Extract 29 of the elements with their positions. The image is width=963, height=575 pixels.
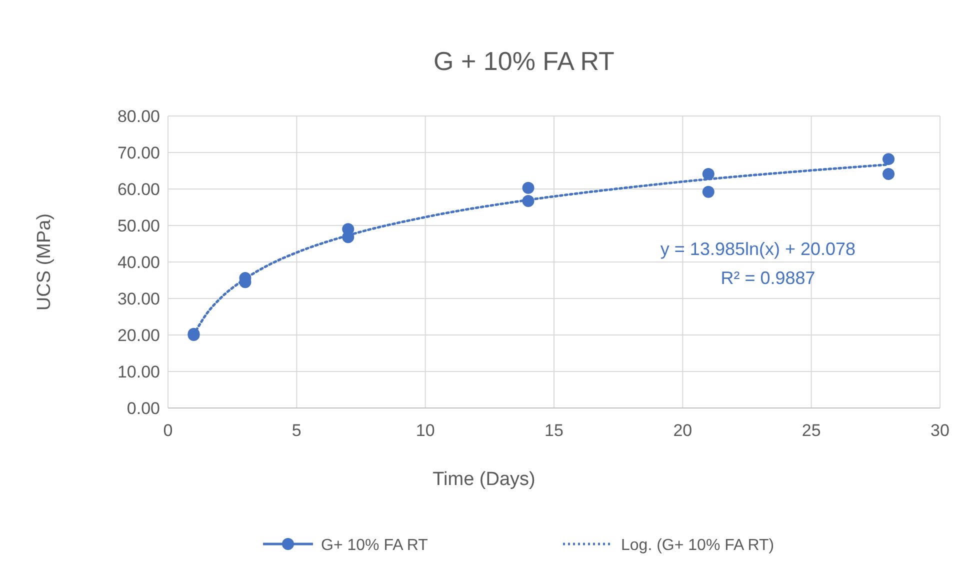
x-tick-label: 30 bbox=[930, 421, 950, 440]
annotation: R² = 0.9887 bbox=[720, 268, 816, 288]
x-tick-label: 15 bbox=[544, 421, 564, 440]
y-tick-label: 30.00 bbox=[117, 290, 160, 308]
x-tick-label: 5 bbox=[292, 421, 302, 440]
y-tick-label: 0.00 bbox=[126, 399, 160, 418]
point bbox=[882, 153, 895, 166]
point bbox=[702, 186, 714, 198]
annotation: y = 13.985ln(x) + 20.078 bbox=[660, 239, 856, 259]
point bbox=[702, 168, 714, 180]
x-tick-label: 0 bbox=[163, 421, 173, 440]
y-tick-label: 80.00 bbox=[117, 107, 160, 126]
y-tick-label: 70.00 bbox=[117, 144, 160, 162]
chart-title: G + 10% FA RT bbox=[434, 46, 615, 76]
y-tick-label: 60.00 bbox=[117, 180, 160, 199]
x-tick-label: 20 bbox=[673, 421, 692, 440]
y-axis-title: UCS (MPa) bbox=[34, 213, 55, 311]
point bbox=[522, 195, 534, 208]
x-tick-label: 10 bbox=[416, 421, 435, 440]
y-tick-label: 10.00 bbox=[117, 362, 160, 382]
point bbox=[522, 182, 534, 194]
y-tick-label: 20.00 bbox=[117, 326, 160, 345]
y-tick-label: 50.00 bbox=[117, 216, 160, 236]
y-tick-label: 40.00 bbox=[117, 253, 160, 272]
x-axis-title: Time (Days) bbox=[432, 469, 536, 490]
point bbox=[882, 168, 895, 180]
legend-label: G+ 10% FA RT bbox=[321, 537, 428, 554]
x-tick-label: 25 bbox=[802, 421, 821, 440]
legend-label: Log. (G+ 10% FA RT) bbox=[621, 537, 774, 554]
